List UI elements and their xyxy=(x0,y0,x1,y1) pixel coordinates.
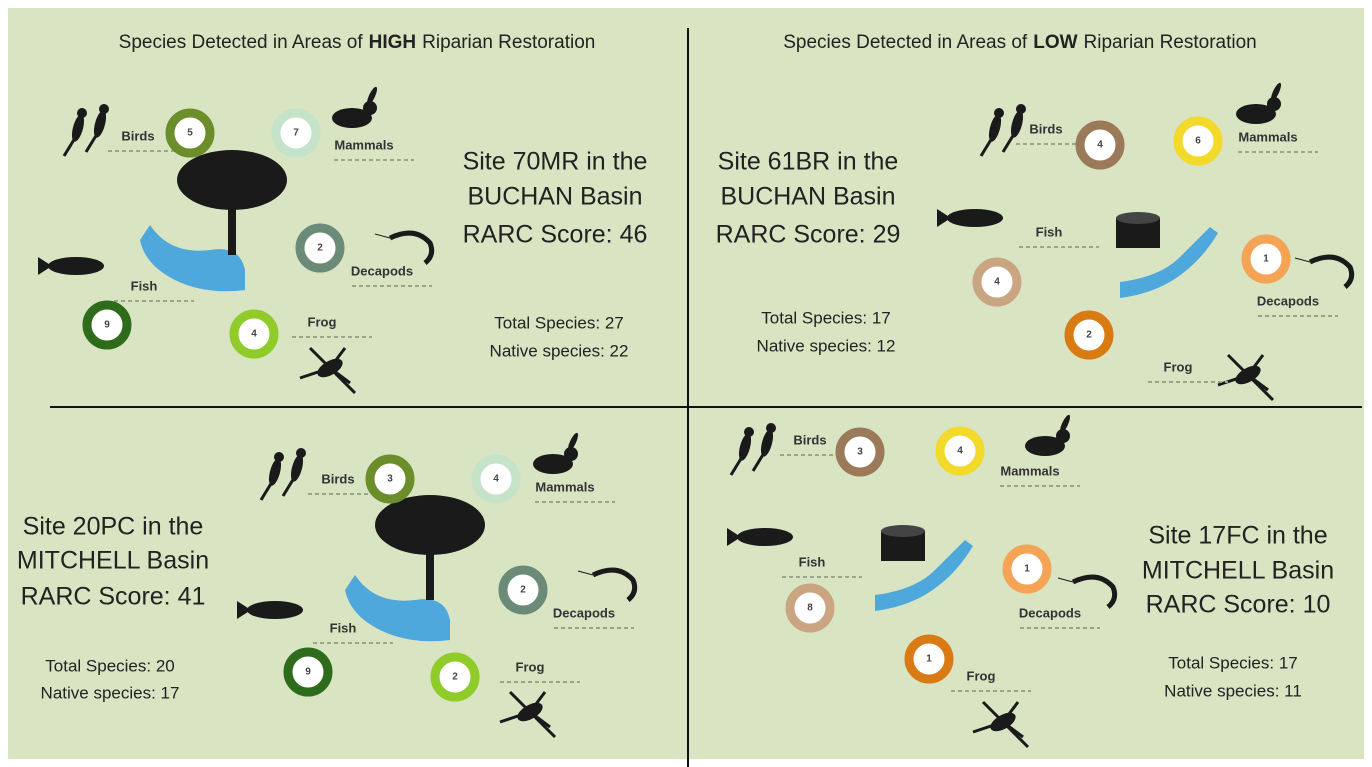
heading-emphasis: HIGH xyxy=(369,32,417,53)
species-count: 4 xyxy=(1097,140,1103,151)
group-label: Fish xyxy=(1036,224,1063,239)
site-info: RARC Score: 41 xyxy=(21,583,206,611)
stump-icon xyxy=(1116,212,1160,224)
species-count: 9 xyxy=(305,667,311,678)
group-label: Fish xyxy=(330,620,357,635)
species-count: 8 xyxy=(807,603,813,614)
infographic: Species Detected in Areas ofHIGHRiparian… xyxy=(0,0,1372,767)
fish-icon xyxy=(947,209,1003,227)
species-total: Native species: 22 xyxy=(490,341,629,360)
species-count: 4 xyxy=(994,277,1000,288)
species-total: Total Species: 17 xyxy=(761,308,890,327)
bird-icon xyxy=(766,423,776,433)
species-count: 7 xyxy=(293,128,299,139)
species-count: 5 xyxy=(187,128,193,139)
group-label: Birds xyxy=(793,432,826,447)
site-info: Site 17FC in the xyxy=(1148,522,1327,550)
site-info: Site 61BR in the xyxy=(718,148,899,176)
tree-icon xyxy=(177,150,287,210)
group-label: Fish xyxy=(799,554,826,569)
group-label: Birds xyxy=(1029,121,1062,136)
species-count: 4 xyxy=(251,329,257,340)
group-label: Frog xyxy=(967,668,996,683)
species-total: Total Species: 17 xyxy=(1168,653,1297,672)
group-label: Decapods xyxy=(351,263,413,278)
species-count: 1 xyxy=(1024,564,1030,575)
species-count: 3 xyxy=(387,474,393,485)
site-info: BUCHAN Basin xyxy=(720,183,895,211)
group-label: Birds xyxy=(121,128,154,143)
species-count: 1 xyxy=(1263,254,1269,265)
group-label: Mammals xyxy=(1000,463,1059,478)
species-total: Total Species: 20 xyxy=(45,656,174,675)
species-count: 1 xyxy=(926,654,932,665)
species-count: 4 xyxy=(493,474,499,485)
bird-icon xyxy=(99,104,109,114)
panel-heading: Species Detected in Areas ofHIGHRiparian… xyxy=(119,32,596,53)
species-count: 2 xyxy=(520,585,526,596)
bird-icon xyxy=(77,108,87,118)
tree-icon xyxy=(375,495,485,555)
site-info: RARC Score: 10 xyxy=(1146,591,1331,619)
site-info: BUCHAN Basin xyxy=(467,183,642,211)
group-label: Decapods xyxy=(553,605,615,620)
site-info: MITCHELL Basin xyxy=(17,547,209,575)
bird-icon xyxy=(744,427,754,437)
site-info: RARC Score: 46 xyxy=(463,221,648,249)
species-count: 2 xyxy=(317,243,323,254)
site-info: Site 20PC in the xyxy=(23,513,204,541)
group-label: Decapods xyxy=(1257,293,1319,308)
background xyxy=(8,8,1364,759)
species-total: Native species: 12 xyxy=(757,336,896,355)
group-label: Decapods xyxy=(1019,605,1081,620)
site-info: RARC Score: 29 xyxy=(716,221,901,249)
panel-heading: Species Detected in Areas ofLOW Riparian … xyxy=(783,32,1257,53)
fish-icon xyxy=(247,601,303,619)
heading-text: Species Detected in Areas of xyxy=(119,32,364,53)
site-info: MITCHELL Basin xyxy=(1142,557,1334,585)
species-total: Native species: 11 xyxy=(1164,681,1302,700)
fish-icon xyxy=(48,257,104,275)
species-total: Total Species: 27 xyxy=(494,313,623,332)
heading-text: Riparian Restoration xyxy=(1084,32,1257,53)
group-label: Birds xyxy=(321,471,354,486)
group-label: Frog xyxy=(1164,359,1193,374)
stump-icon xyxy=(881,525,925,537)
group-label: Mammals xyxy=(334,137,393,152)
heading-text: Species Detected in Areas of xyxy=(783,32,1028,53)
species-count: 9 xyxy=(104,320,110,331)
bird-icon xyxy=(1016,104,1026,114)
bird-icon xyxy=(994,108,1004,118)
species-total: Native species: 17 xyxy=(41,683,180,702)
group-label: Frog xyxy=(308,314,337,329)
heading-emphasis: LOW xyxy=(1033,32,1077,53)
bird-icon xyxy=(296,448,306,458)
species-count: 3 xyxy=(857,447,863,458)
group-label: Frog xyxy=(516,659,545,674)
heading-text: Riparian Restoration xyxy=(422,32,595,53)
group-label: Mammals xyxy=(1238,129,1297,144)
site-info: Site 70MR in the xyxy=(463,148,648,176)
species-count: 6 xyxy=(1195,136,1201,147)
species-count: 2 xyxy=(452,672,458,683)
species-count: 2 xyxy=(1086,330,1092,341)
group-label: Mammals xyxy=(535,479,594,494)
group-label: Fish xyxy=(131,278,158,293)
fish-icon xyxy=(737,528,793,546)
species-count: 4 xyxy=(957,446,963,457)
bird-icon xyxy=(274,452,284,462)
